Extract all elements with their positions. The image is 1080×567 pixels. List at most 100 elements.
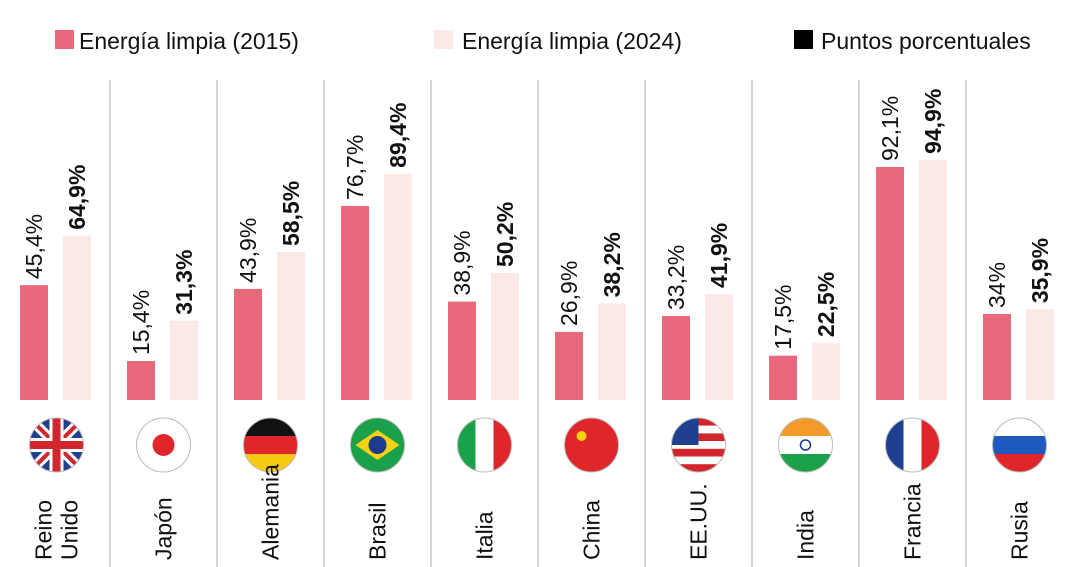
category-label: India bbox=[793, 510, 819, 560]
value-label: 38,2% bbox=[599, 232, 625, 297]
flag-part bbox=[29, 418, 84, 472]
flag-part bbox=[671, 448, 726, 457]
flag-part bbox=[671, 464, 726, 472]
value-label: 50,2% bbox=[492, 202, 518, 267]
flag bbox=[992, 417, 1047, 473]
value-label: 89,4% bbox=[385, 103, 411, 168]
flag bbox=[29, 417, 84, 473]
flag-part bbox=[799, 439, 812, 451]
flag-part bbox=[243, 436, 298, 454]
flag-border bbox=[564, 417, 619, 473]
flag-border bbox=[992, 417, 1047, 473]
flag bbox=[136, 417, 191, 473]
value-label: 58,5% bbox=[278, 181, 304, 246]
legend-swatch bbox=[434, 30, 453, 49]
flag-body bbox=[243, 418, 298, 472]
flag-part bbox=[778, 436, 833, 454]
flag-part bbox=[457, 418, 476, 472]
flag-part bbox=[243, 418, 298, 436]
flag bbox=[350, 417, 405, 473]
value-label: 33,2% bbox=[663, 245, 689, 310]
flag-part bbox=[671, 456, 726, 465]
flag-part bbox=[903, 418, 922, 472]
flag-part bbox=[992, 436, 1047, 454]
bar bbox=[769, 355, 797, 400]
flag-part bbox=[576, 431, 587, 441]
flag-border bbox=[136, 417, 191, 473]
bar bbox=[234, 288, 262, 400]
bar bbox=[555, 331, 583, 400]
bar bbox=[919, 159, 947, 400]
bar bbox=[491, 272, 519, 400]
flag-part bbox=[992, 454, 1047, 472]
bar bbox=[127, 361, 155, 400]
value-label: 94,9% bbox=[920, 89, 946, 154]
value-label: 26,9% bbox=[556, 261, 582, 326]
flag-body bbox=[350, 418, 405, 472]
bar bbox=[983, 313, 1011, 400]
category-label: Alemania bbox=[258, 464, 284, 560]
flag-body bbox=[564, 418, 619, 472]
bar bbox=[170, 320, 198, 400]
flag bbox=[885, 417, 940, 473]
legend-swatch bbox=[55, 30, 74, 49]
flag-border bbox=[885, 417, 940, 473]
bar bbox=[876, 166, 904, 400]
value-label: 64,9% bbox=[64, 165, 90, 230]
value-label: 45,4% bbox=[21, 214, 47, 279]
flag bbox=[457, 417, 512, 473]
bar bbox=[662, 316, 690, 400]
flag-border bbox=[350, 417, 405, 473]
category-label: China bbox=[579, 500, 605, 560]
flag-border bbox=[671, 417, 726, 473]
flag-part bbox=[243, 454, 298, 472]
bar bbox=[20, 285, 48, 400]
flag-body bbox=[29, 418, 84, 472]
category-label: EE.UU. bbox=[686, 483, 712, 560]
bar bbox=[812, 343, 840, 400]
flag-part bbox=[152, 434, 175, 456]
category-label: ReinoUnido bbox=[31, 500, 83, 560]
flag-part bbox=[475, 418, 494, 472]
value-label: 43,9% bbox=[235, 218, 261, 283]
legend-label: Energía limpia (2015) bbox=[79, 28, 299, 54]
value-label: 38,9% bbox=[449, 230, 475, 295]
value-label: 92,1% bbox=[877, 96, 903, 161]
category-label: Japón bbox=[151, 497, 177, 560]
flag bbox=[778, 417, 833, 473]
flag-part bbox=[778, 454, 833, 472]
value-label: 76,7% bbox=[342, 135, 368, 200]
flag-part bbox=[921, 418, 940, 472]
category-label: Italia bbox=[472, 511, 498, 560]
flag-border bbox=[29, 417, 84, 473]
bar bbox=[1026, 309, 1054, 400]
flag-part bbox=[992, 418, 1047, 436]
flag-body bbox=[885, 418, 940, 472]
bar bbox=[277, 251, 305, 400]
value-label: 41,9% bbox=[706, 223, 732, 288]
value-label: 35,9% bbox=[1027, 238, 1053, 303]
category-label: Francia bbox=[900, 483, 926, 560]
bar bbox=[341, 205, 369, 400]
bar bbox=[598, 303, 626, 400]
flag-body bbox=[136, 418, 191, 472]
category-label: Brasil bbox=[365, 502, 391, 560]
flag-border bbox=[778, 417, 833, 473]
value-label: 22,5% bbox=[813, 272, 839, 337]
flag bbox=[243, 417, 298, 473]
flag-body bbox=[778, 418, 833, 472]
flag-part bbox=[368, 436, 387, 454]
value-label: 34% bbox=[984, 262, 1010, 308]
bar bbox=[63, 235, 91, 400]
flag-body bbox=[671, 418, 726, 472]
legend-label: Energía limpia (2024) bbox=[462, 28, 682, 54]
flag-part bbox=[493, 418, 512, 472]
flag-body bbox=[992, 418, 1047, 472]
bar bbox=[705, 293, 733, 400]
bar bbox=[448, 301, 476, 400]
flag-body bbox=[457, 418, 512, 472]
value-label: 17,5% bbox=[770, 285, 796, 350]
flag-part bbox=[564, 418, 619, 472]
flag-part bbox=[885, 418, 904, 472]
